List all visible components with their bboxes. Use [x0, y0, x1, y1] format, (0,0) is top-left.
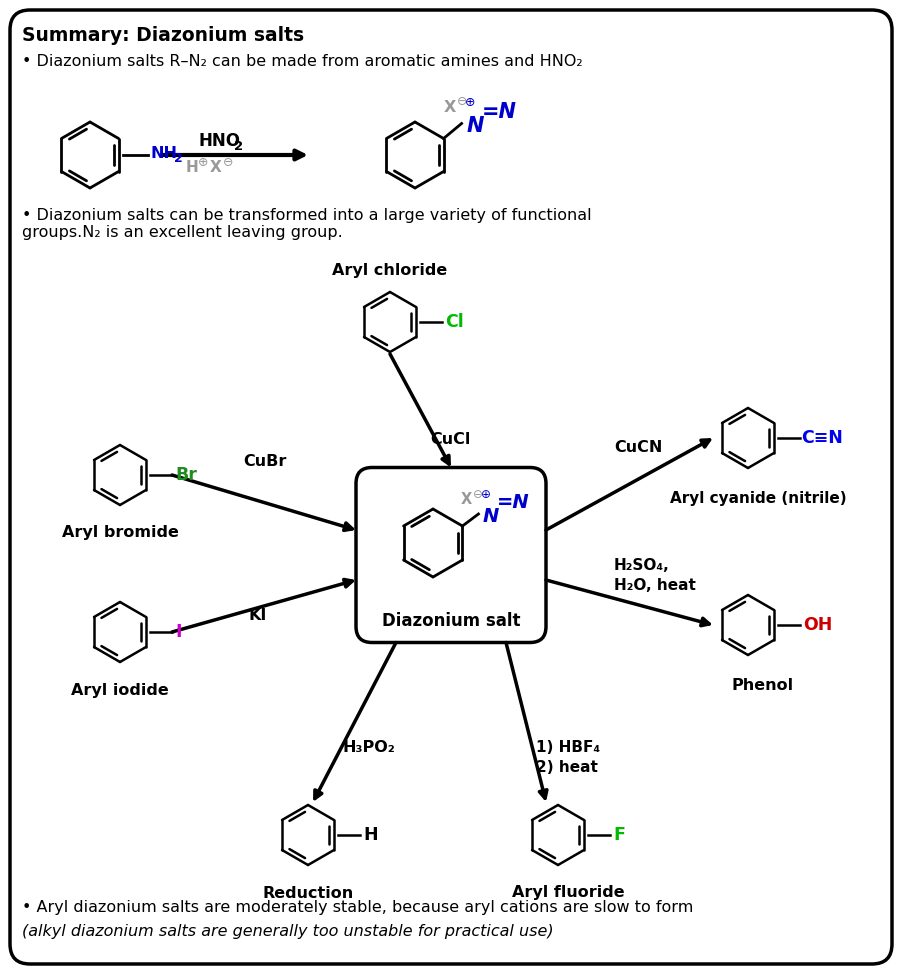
Text: Aryl fluoride: Aryl fluoride — [511, 885, 624, 901]
Text: N: N — [466, 116, 484, 135]
Text: ⊖: ⊖ — [473, 488, 483, 501]
Text: H₂O, heat: H₂O, heat — [614, 578, 695, 592]
Text: F: F — [613, 826, 625, 844]
Text: Aryl bromide: Aryl bromide — [61, 526, 179, 541]
Text: N: N — [483, 506, 499, 526]
FancyBboxPatch shape — [356, 468, 546, 643]
Text: Cl: Cl — [445, 313, 464, 331]
Text: Aryl cyanide (nitrile): Aryl cyanide (nitrile) — [669, 491, 846, 506]
Text: ⊕: ⊕ — [481, 489, 491, 502]
Text: H: H — [186, 160, 198, 174]
Text: CuBr: CuBr — [243, 455, 286, 469]
Text: HNO: HNO — [198, 132, 240, 150]
Text: C≡N: C≡N — [801, 429, 842, 447]
Text: Br: Br — [175, 466, 197, 484]
Text: Diazonium salt: Diazonium salt — [382, 612, 520, 629]
Text: • Diazonium salts R–N₂ can be made from aromatic amines and HNO₂: • Diazonium salts R–N₂ can be made from … — [22, 54, 583, 69]
Text: KI: KI — [248, 608, 266, 622]
Text: X: X — [210, 160, 222, 174]
Text: X: X — [460, 493, 472, 507]
Text: 1) HBF₄: 1) HBF₄ — [536, 740, 600, 756]
Text: Reduction: Reduction — [262, 885, 354, 901]
Text: Aryl chloride: Aryl chloride — [332, 263, 447, 278]
Text: CuCl: CuCl — [430, 432, 470, 447]
Text: H₃PO₂: H₃PO₂ — [342, 740, 395, 756]
Text: 2: 2 — [174, 153, 183, 166]
Text: 2) heat: 2) heat — [536, 761, 598, 775]
Text: ⊖: ⊖ — [223, 156, 234, 169]
Text: NH: NH — [150, 145, 177, 161]
Text: =N: =N — [496, 494, 529, 512]
Text: H₂SO₄,: H₂SO₄, — [614, 557, 670, 573]
Text: (alkyl diazonium salts are generally too unstable for practical use): (alkyl diazonium salts are generally too… — [22, 924, 554, 939]
Text: X: X — [444, 100, 456, 115]
Text: ⊕: ⊕ — [198, 156, 208, 169]
Text: CuCN: CuCN — [614, 440, 662, 456]
Text: ⊕: ⊕ — [465, 96, 475, 109]
Text: Aryl iodide: Aryl iodide — [71, 683, 169, 697]
Text: I: I — [175, 623, 181, 641]
Text: H: H — [363, 826, 378, 844]
Text: =N: =N — [482, 101, 517, 122]
FancyBboxPatch shape — [10, 10, 892, 964]
Text: • Aryl diazonium salts are moderately stable, because aryl cations are slow to f: • Aryl diazonium salts are moderately st… — [22, 900, 694, 915]
Text: Phenol: Phenol — [732, 678, 794, 693]
Text: Summary: Diazonium salts: Summary: Diazonium salts — [22, 26, 304, 45]
Text: • Diazonium salts can be transformed into a large variety of functional
groups.N: • Diazonium salts can be transformed int… — [22, 208, 592, 241]
Text: OH: OH — [803, 616, 833, 634]
Text: 2: 2 — [234, 139, 244, 153]
Text: ⊖: ⊖ — [456, 95, 467, 108]
